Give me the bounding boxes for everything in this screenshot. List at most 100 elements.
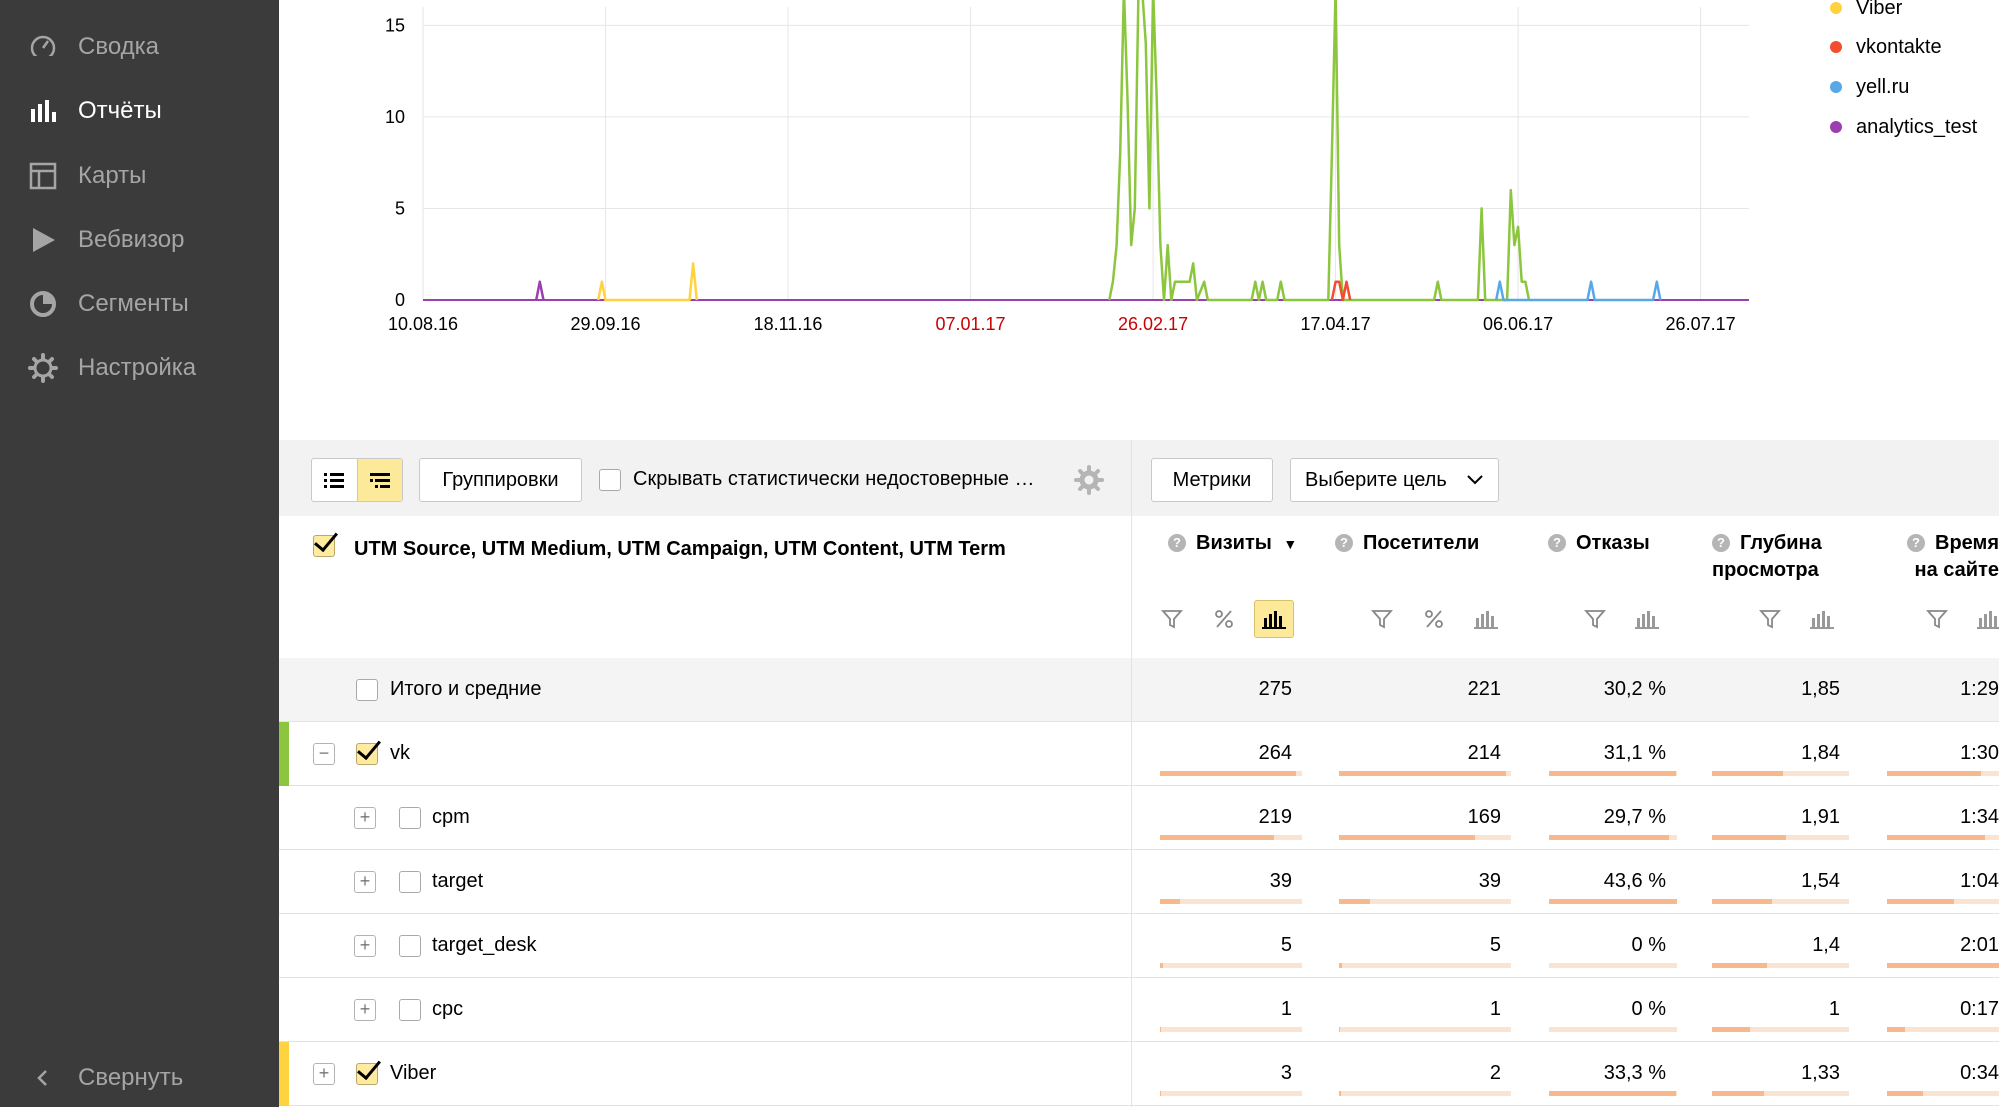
row-time-on-site-bar: [1887, 771, 1999, 776]
total-row-label: Итого и средние: [390, 678, 542, 700]
total-visitors: 221: [1467, 678, 1501, 700]
legend-item-analytics-test[interactable]: analytics_test: [1830, 112, 1977, 142]
nav-item-reports[interactable]: Отчёты: [0, 82, 279, 138]
row-time-on-site-bar: [1887, 963, 1999, 968]
table-row[interactable]: − vk 264 214 31,1 % 1,84 1:30: [279, 722, 1999, 786]
nav-item-label: Вебвизор: [78, 226, 185, 253]
x-tick-label: 18.11.16: [754, 314, 823, 334]
nav-item-maps[interactable]: Карты: [0, 147, 279, 203]
row-checkbox[interactable]: [399, 807, 421, 829]
row-bounce-rate: 33,3 %: [1603, 1062, 1666, 1084]
y-tick-label: 10: [385, 107, 405, 127]
legend-item-yell[interactable]: yell.ru: [1830, 72, 1909, 102]
hide-unreliable-checkbox[interactable]: [599, 469, 621, 491]
expand-row-button[interactable]: +: [313, 1063, 335, 1085]
help-icon[interactable]: ?: [1168, 534, 1186, 552]
filter-time-button[interactable]: [1917, 600, 1957, 638]
list-view-button[interactable]: [312, 459, 357, 501]
row-bounce-rate-bar: [1549, 963, 1677, 968]
row-time-on-site-bar: [1887, 835, 1999, 840]
filter-visits-button[interactable]: [1152, 600, 1192, 638]
row-checkbox[interactable]: [356, 1063, 378, 1085]
percent-visitors-button[interactable]: [1414, 600, 1454, 638]
total-row-checkbox[interactable]: [356, 679, 378, 701]
help-icon[interactable]: ?: [1548, 534, 1566, 552]
row-time-on-site-bar-fill: [1887, 1027, 1905, 1032]
row-visitors-bar: [1339, 1027, 1511, 1032]
help-icon[interactable]: ?: [1907, 534, 1926, 552]
expand-row-button[interactable]: +: [354, 935, 376, 957]
row-color-marker: [279, 722, 289, 786]
row-visitors-bar: [1339, 835, 1511, 840]
expand-row-button[interactable]: +: [354, 807, 376, 829]
row-visitors-bar-fill: [1339, 1027, 1340, 1032]
nav-item-segments[interactable]: Сегменты: [0, 275, 279, 331]
dimension-header-checkbox[interactable]: [313, 535, 335, 557]
row-visitors-bar-fill: [1339, 771, 1506, 776]
goal-select[interactable]: Выберите цель: [1290, 458, 1499, 502]
bars-visitors-toggle[interactable]: [1466, 600, 1506, 638]
row-bounce-rate-bar-fill: [1549, 835, 1670, 840]
row-visitors: 2: [1489, 1062, 1501, 1084]
row-checkbox[interactable]: [399, 999, 421, 1021]
metrics-button[interactable]: Метрики: [1151, 458, 1273, 502]
table-row[interactable]: + Viber 3 2 33,3 % 1,33 0:34: [279, 1042, 1999, 1106]
table-row[interactable]: + cpm 219 169 29,7 % 1,91 1:34: [279, 786, 1999, 850]
row-time-on-site: 0:34: [1960, 1062, 1999, 1084]
help-icon[interactable]: ?: [1335, 534, 1353, 552]
goal-select-label: Выберите цель: [1305, 468, 1447, 491]
collapse-sidebar-button[interactable]: Свернуть: [0, 1049, 279, 1105]
table-row[interactable]: + cpc 1 1 0 % 1 0:17: [279, 978, 1999, 1042]
nav-item-summary[interactable]: Сводка: [0, 18, 279, 74]
help-icon[interactable]: ?: [1712, 534, 1730, 552]
row-visitors: 214: [1467, 742, 1501, 764]
bars-bounces-toggle[interactable]: [1627, 600, 1667, 638]
filter-visitors-button[interactable]: [1362, 600, 1402, 638]
column-header-depth[interactable]: ? Глубина просмотра: [1712, 530, 1862, 584]
legend-item-viber[interactable]: Viber: [1830, 0, 1902, 23]
legend-label: Viber: [1856, 0, 1903, 19]
nav-item-label: Отчёты: [78, 97, 162, 124]
percent-icon: [1215, 610, 1233, 628]
row-time-on-site-bar-fill: [1887, 1091, 1923, 1096]
legend-item-vkontakte[interactable]: vkontakte: [1830, 32, 1942, 62]
percent-visits-button[interactable]: [1204, 600, 1244, 638]
dimension-header[interactable]: UTM Source, UTM Medium, UTM Campaign, UT…: [354, 538, 1006, 560]
expand-row-button[interactable]: +: [354, 999, 376, 1021]
visits-chart: 0 5 10 15 10.08.16 29.09.16 18.11.16 07.01.17 26…: [385, 0, 1749, 334]
filter-depth-button[interactable]: [1750, 600, 1790, 638]
report-toolbar: Группировки Скрывать статистически недос…: [279, 440, 1999, 516]
total-bounce-rate: 30,2 %: [1603, 678, 1666, 700]
row-time-on-site-bar-fill: [1887, 899, 1955, 904]
column-header-bounces[interactable]: ? Отказы: [1548, 530, 1668, 557]
percent-icon: [1425, 610, 1443, 628]
bars-time-toggle[interactable]: [1969, 600, 1999, 638]
table-row[interactable]: + target_desk 5 5 0 % 1,4 2:01: [279, 914, 1999, 978]
row-visits: 264: [1258, 742, 1292, 764]
row-checkbox[interactable]: [356, 743, 378, 765]
tree-view-button[interactable]: [356, 459, 402, 501]
nav-item-webvisor[interactable]: Вебвизор: [0, 211, 279, 267]
row-visitors-bar: [1339, 899, 1511, 904]
x-tick-label: 26.02.17: [1118, 314, 1188, 334]
series-line-analytics-test: [534, 280, 545, 301]
expand-row-button[interactable]: +: [354, 871, 376, 893]
collapse-row-button[interactable]: −: [313, 743, 335, 765]
row-checkbox[interactable]: [399, 871, 421, 893]
row-bounce-rate: 43,6 %: [1603, 870, 1666, 892]
table-settings-gear-icon[interactable]: [1074, 465, 1104, 495]
filter-bounces-button[interactable]: [1575, 600, 1615, 638]
column-header-time[interactable]: ? Время на сайте: [1885, 530, 1999, 584]
row-page-depth: 1,91: [1801, 806, 1840, 828]
column-header-visitors[interactable]: ? Посетители: [1335, 530, 1505, 557]
column-header-visits[interactable]: ? Визиты ▼: [1168, 530, 1298, 558]
bars-visits-toggle[interactable]: [1254, 600, 1294, 638]
row-time-on-site-bar: [1887, 1091, 1999, 1096]
hide-unreliable-label: Скрывать статистически недостоверные …: [633, 468, 1035, 490]
table-row[interactable]: + target 39 39 43,6 % 1,54 1:04: [279, 850, 1999, 914]
bars-depth-toggle[interactable]: [1802, 600, 1842, 638]
groupings-button[interactable]: Группировки: [419, 458, 582, 502]
row-page-depth-bar-fill: [1712, 899, 1773, 904]
row-checkbox[interactable]: [399, 935, 421, 957]
nav-item-settings[interactable]: Настройка: [0, 339, 279, 395]
